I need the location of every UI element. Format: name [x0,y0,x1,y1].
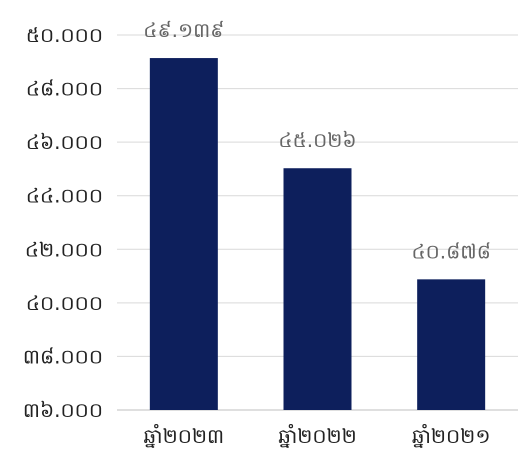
bar-data-label: ៤៩.១៣៩ [143,18,224,42]
bar-data-label: ៤០.៨៧៨ [411,239,490,263]
bar-data-label: ៤៥.០២៦ [278,128,356,152]
y-tick-label: ៤២.០០០ [25,237,103,261]
y-tick-label: ៣៨.០០០ [23,344,103,368]
bar [283,168,352,410]
y-tick-label: ៥០.០០០ [26,23,103,47]
bar [149,58,218,410]
y-axis-ticks: ៣៦.០០០ ៣៨.០០០ ៤០.០០០ ៤២.០០០ ៤៤.០០០ ៤៦.០០០ ៤៨.០… [23,23,103,422]
y-tick-label: ៣៦.០០០ [23,398,103,422]
y-tick-label: ៤៨.០០០ [26,77,103,101]
x-axis-categories: ឆ្នាំ២០២៣ ឆ្នាំ២០២២ ឆ្នាំ២០២១ [144,423,491,448]
x-category-label: ឆ្នាំ២០២៣ [144,423,225,448]
bars [149,58,486,410]
x-category-label: ឆ្នាំ២០២២ [278,423,357,448]
y-tick-label: ៤៦.០០០ [26,130,103,154]
bar [417,279,486,410]
y-tick-label: ៤០.០០០ [26,291,103,315]
x-category-label: ឆ្នាំ២០២១ [412,423,491,448]
y-tick-label: ៤៤.០០០ [26,184,103,208]
